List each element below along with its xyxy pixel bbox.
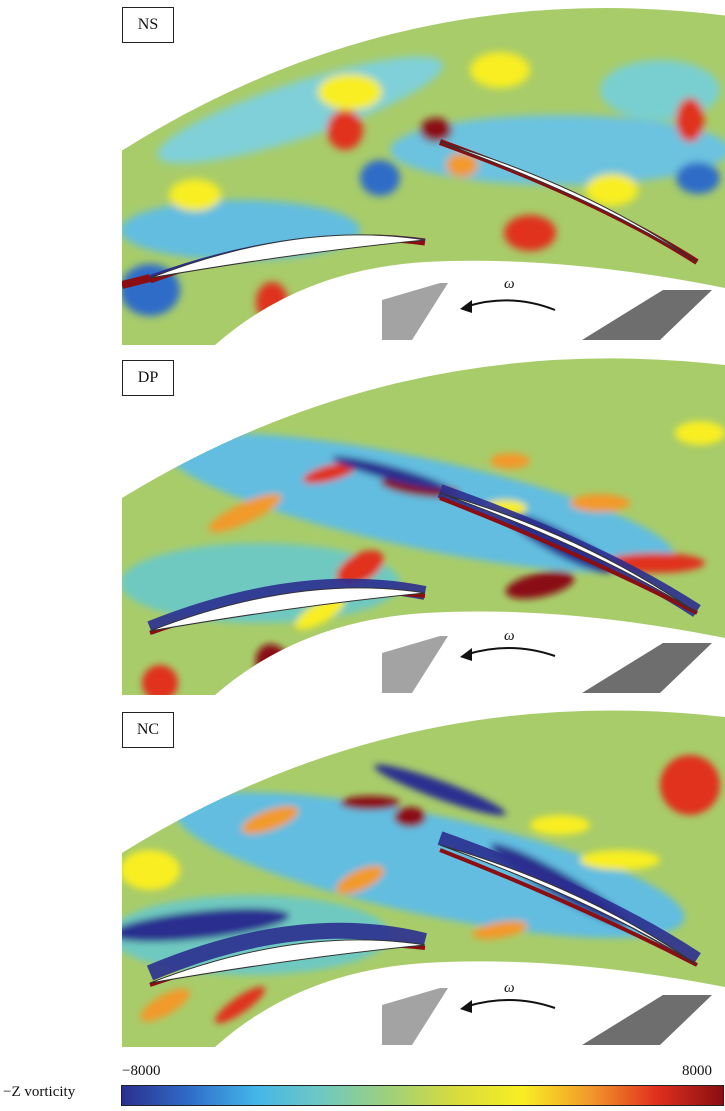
arrow-head-icon [460, 300, 472, 313]
omega-symbol-dp: ω [504, 628, 515, 644]
omega-symbol-ns: ω [504, 276, 515, 292]
rotor-blade-right [582, 290, 712, 340]
rotation-arrow [467, 299, 556, 311]
rotor-blade-right [582, 995, 712, 1045]
vorticity-field-dp [122, 358, 725, 695]
arrow-head-icon [460, 1000, 472, 1013]
panel-ns: NS ω [0, 0, 725, 345]
rotation-arrow [467, 647, 556, 657]
vorticity-field-nc [122, 710, 725, 1047]
colorbar-gradient [121, 1085, 724, 1106]
rotor-blade-right [582, 643, 712, 693]
panel-dp: DP ω [0, 353, 725, 698]
case-label-ns: NS [122, 7, 174, 43]
rotation-arrow [467, 999, 556, 1009]
omega-symbol-nc: ω [504, 980, 515, 996]
rotor-blade-left [382, 636, 448, 693]
colorbar-max-label: 8000 [682, 1063, 712, 1079]
case-label-nc: NC [122, 712, 174, 748]
colorbar-min-label: −8000 [122, 1063, 161, 1079]
case-label-dp: DP [122, 360, 174, 396]
rotor-blade-left [382, 988, 448, 1045]
panel-nc: NC ω [0, 705, 725, 1050]
rotor-blade-left [382, 283, 448, 340]
colorbar-title: −Z vorticity [3, 1084, 76, 1100]
arrow-head-icon [460, 648, 472, 661]
vorticity-field-ns [121, 7, 725, 345]
